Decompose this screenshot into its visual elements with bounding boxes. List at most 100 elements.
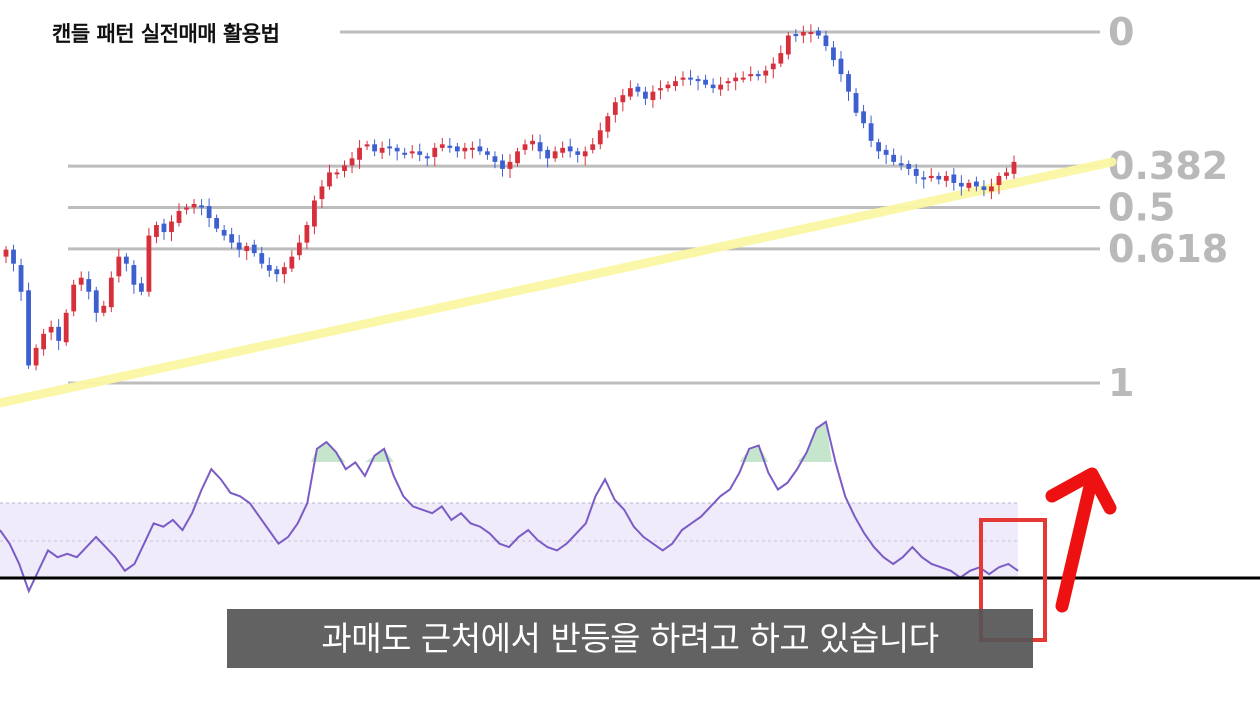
candle-body xyxy=(281,267,287,275)
candle-body xyxy=(913,168,919,176)
candle-body xyxy=(1004,172,1009,176)
candle-body xyxy=(93,290,99,313)
candle-body xyxy=(41,333,47,350)
up-arrow-head xyxy=(1045,467,1117,515)
candle-body xyxy=(703,79,708,85)
candle-body xyxy=(18,265,24,292)
candle-body xyxy=(176,211,182,223)
candle-body xyxy=(500,160,505,169)
candle-body xyxy=(861,111,866,124)
candle-body xyxy=(206,206,212,219)
candle-body xyxy=(477,146,483,152)
candle-body xyxy=(643,91,648,99)
candle-body xyxy=(146,235,152,292)
subtitle-caption: 과매도 근처에서 반등을 하려고 하고 있습니다 xyxy=(227,609,1033,668)
candle-body xyxy=(3,249,9,257)
candle-body xyxy=(33,347,39,366)
candle-body xyxy=(898,163,904,166)
candle-body xyxy=(507,161,513,169)
candle-body xyxy=(492,156,498,162)
candle-body xyxy=(86,279,92,292)
candles xyxy=(3,24,1017,371)
candle-body xyxy=(327,172,332,187)
candle-body xyxy=(560,147,566,153)
candle-body xyxy=(259,253,265,264)
candle-body xyxy=(296,242,302,256)
candle-body xyxy=(710,84,716,89)
candle-body xyxy=(394,147,400,152)
candle-body xyxy=(387,146,393,149)
candle-body xyxy=(342,165,347,171)
candle-body xyxy=(748,74,754,77)
candle-body xyxy=(906,163,912,169)
candle-body xyxy=(989,186,994,192)
candle-body xyxy=(575,151,581,155)
candle-body xyxy=(447,145,453,148)
annotations xyxy=(0,467,1260,642)
fib-label-0: 0 xyxy=(1108,10,1134,54)
candle-body xyxy=(191,203,197,208)
candle-body xyxy=(357,147,362,160)
candle-body xyxy=(417,151,423,155)
candle-body xyxy=(522,144,528,150)
candle-body xyxy=(966,182,972,188)
candle-body xyxy=(71,284,77,312)
candle-body xyxy=(485,151,490,155)
rsi-line xyxy=(0,420,1019,594)
support-trendline xyxy=(0,157,1117,408)
candle-body xyxy=(251,244,257,254)
fib-label-0.5: 0.5 xyxy=(1108,186,1175,230)
candle-body xyxy=(537,142,543,152)
candle-body xyxy=(11,249,16,264)
candle-body xyxy=(432,147,438,157)
video-title: 캔들 패턴 실전매매 활용법 xyxy=(48,18,284,48)
candle-body xyxy=(63,312,69,343)
candle-body xyxy=(883,149,889,155)
rsi-overbought-fill xyxy=(310,421,832,462)
candle-body xyxy=(981,186,987,190)
candle-body xyxy=(48,326,54,333)
candle-body xyxy=(131,265,137,285)
candle-body xyxy=(725,81,731,84)
candle-body xyxy=(695,79,701,82)
candle-body xyxy=(469,147,475,150)
candle-body xyxy=(778,53,784,64)
candle-body xyxy=(612,102,618,115)
candle-body xyxy=(755,74,761,77)
candle-body xyxy=(454,146,460,152)
candle-body xyxy=(770,63,776,70)
candle-body xyxy=(319,186,325,200)
candle-body xyxy=(199,205,204,208)
candle-body xyxy=(439,144,445,148)
candle-body xyxy=(658,88,663,91)
candle-body xyxy=(552,151,558,159)
candle-body xyxy=(733,77,739,82)
candle-body xyxy=(921,177,927,180)
fib-label-0.382: 0.382 xyxy=(1108,144,1228,188)
candle-body xyxy=(846,74,851,92)
candle-body xyxy=(424,156,430,159)
candle-body xyxy=(605,116,611,132)
candle-body xyxy=(221,229,227,236)
candle-body xyxy=(567,146,573,152)
candle-body xyxy=(958,182,964,187)
candle-body xyxy=(673,81,678,87)
candle-body xyxy=(184,207,189,210)
candle-body xyxy=(928,175,934,179)
candle-body xyxy=(372,144,377,152)
candle-body xyxy=(635,86,641,92)
candle-body xyxy=(289,256,295,269)
candle-body xyxy=(740,77,746,80)
candle-body xyxy=(800,32,806,36)
candle-body xyxy=(620,95,626,103)
candle-body xyxy=(274,269,280,275)
fib-label-1: 1 xyxy=(1108,361,1134,405)
candle-body xyxy=(244,246,250,252)
candle-body xyxy=(816,30,821,36)
candle-body xyxy=(56,326,62,341)
candle-body xyxy=(650,91,656,101)
candle-body xyxy=(214,218,220,229)
candle-body xyxy=(718,84,724,90)
